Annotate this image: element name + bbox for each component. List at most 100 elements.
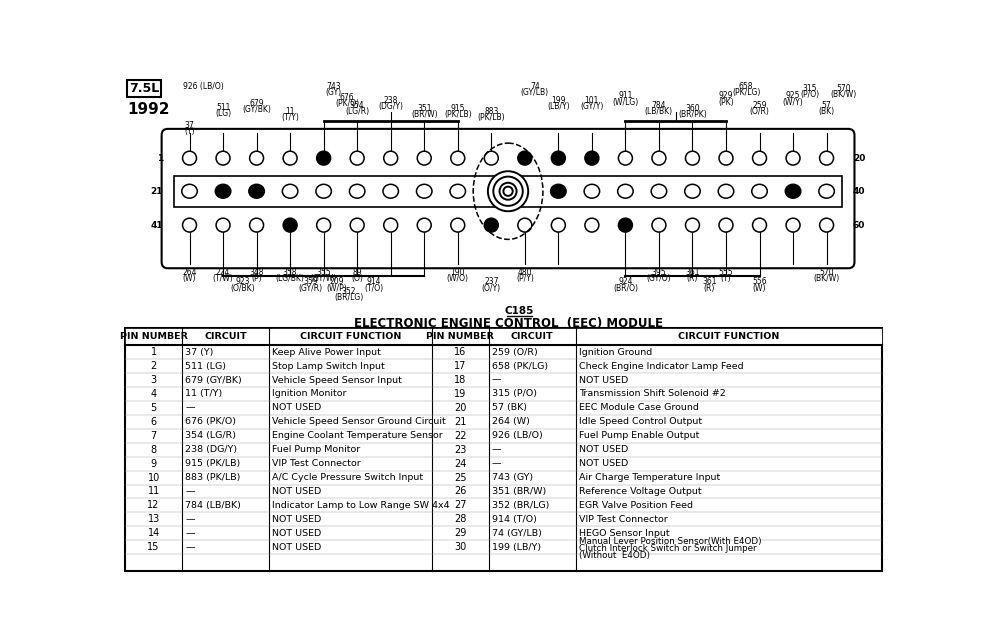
Text: 359: 359 [303, 278, 318, 287]
Circle shape [350, 151, 364, 165]
Text: 37: 37 [185, 120, 195, 129]
Text: 925: 925 [785, 91, 800, 100]
Text: (W): (W) [753, 283, 767, 292]
Text: NOT USED: NOT USED [272, 515, 321, 524]
Circle shape [451, 218, 465, 232]
Text: Check Engine Indicator Lamp Feed: Check Engine Indicator Lamp Feed [579, 362, 743, 371]
Text: —: — [185, 529, 195, 538]
Text: 7.5L: 7.5L [129, 82, 159, 95]
FancyBboxPatch shape [161, 129, 854, 269]
Text: (LB/BK): (LB/BK) [645, 107, 673, 116]
Text: Keep Alive Power Input: Keep Alive Power Input [272, 348, 381, 357]
Text: 395: 395 [652, 269, 666, 277]
Text: NOT USED: NOT USED [272, 487, 321, 496]
Text: 17: 17 [454, 361, 467, 371]
Ellipse shape [719, 184, 733, 198]
Text: 11: 11 [285, 107, 295, 116]
Circle shape [518, 151, 532, 165]
Circle shape [786, 218, 800, 232]
Circle shape [585, 218, 599, 232]
Circle shape [786, 151, 800, 165]
Ellipse shape [550, 184, 566, 198]
Circle shape [216, 218, 230, 232]
Text: 8: 8 [150, 445, 156, 455]
Text: 5: 5 [150, 403, 156, 413]
Text: CIRCUIT FUNCTION: CIRCUIT FUNCTION [300, 332, 401, 341]
Text: (Y): (Y) [184, 127, 195, 136]
Text: Ignition Ground: Ignition Ground [579, 348, 652, 357]
Circle shape [283, 218, 297, 232]
Text: 3: 3 [150, 375, 156, 385]
Text: A/C Cycle Pressure Switch Input: A/C Cycle Pressure Switch Input [272, 473, 424, 482]
Text: (PK): (PK) [719, 97, 733, 106]
Text: Fuel Pump Monitor: Fuel Pump Monitor [272, 445, 361, 454]
Text: 926 (LB/O): 926 (LB/O) [183, 82, 223, 91]
Text: 89: 89 [352, 269, 362, 277]
Circle shape [551, 151, 565, 165]
Text: 12: 12 [147, 500, 160, 511]
Text: (O/BK): (O/BK) [231, 283, 256, 292]
Text: (GY/LB): (GY/LB) [521, 88, 549, 97]
Text: —: — [492, 445, 501, 454]
Text: 9: 9 [150, 459, 156, 469]
Text: 6: 6 [150, 417, 156, 427]
Circle shape [618, 218, 632, 232]
Ellipse shape [584, 184, 600, 198]
Text: 883 (PK/LB): 883 (PK/LB) [185, 473, 241, 482]
Circle shape [493, 176, 523, 206]
Text: 679: 679 [250, 99, 263, 108]
Circle shape [618, 151, 632, 165]
Text: CIRCUIT FUNCTION: CIRCUIT FUNCTION [678, 332, 780, 341]
Text: (O): (O) [351, 274, 363, 283]
Circle shape [652, 218, 665, 232]
Text: (T/W): (T/W) [212, 274, 233, 283]
Text: 676 (PK/O): 676 (PK/O) [185, 417, 236, 426]
Text: Vehicle Speed Sensor Ground Circuit: Vehicle Speed Sensor Ground Circuit [272, 417, 446, 426]
Text: NOT USED: NOT USED [272, 543, 321, 552]
Text: (BR/LG): (BR/LG) [334, 293, 364, 302]
Text: NOT USED: NOT USED [579, 459, 628, 468]
Text: —: — [492, 459, 501, 468]
Circle shape [417, 151, 432, 165]
Text: (W/Y): (W/Y) [782, 97, 803, 106]
Text: —: — [492, 375, 501, 384]
Text: 41: 41 [150, 221, 163, 230]
Text: 7: 7 [150, 431, 156, 440]
Text: 264: 264 [182, 269, 197, 277]
Text: (P/O): (P/O) [800, 90, 820, 99]
Text: 555: 555 [719, 269, 733, 277]
Text: (LG/R): (LG/R) [345, 107, 370, 116]
Text: 40: 40 [853, 187, 865, 196]
Circle shape [719, 218, 733, 232]
Text: 2: 2 [150, 361, 156, 371]
Text: 348: 348 [250, 269, 263, 277]
Text: 37 (Y): 37 (Y) [185, 348, 213, 357]
Text: (T/Y): (T/Y) [281, 113, 299, 122]
Text: 556: 556 [752, 278, 767, 287]
Text: 743 (GY): 743 (GY) [492, 473, 533, 482]
Text: 1992: 1992 [128, 102, 170, 117]
Text: 354 (LG/R): 354 (LG/R) [185, 431, 236, 440]
Text: —: — [185, 543, 195, 552]
Text: 658 (PK/LG): 658 (PK/LG) [492, 362, 548, 371]
Text: NOT USED: NOT USED [272, 529, 321, 538]
Text: 351: 351 [417, 104, 432, 113]
Text: (BR/PK): (BR/PK) [678, 110, 707, 119]
Ellipse shape [249, 184, 264, 198]
Circle shape [417, 218, 432, 232]
Text: (GY/W): (GY/W) [311, 274, 337, 283]
Text: 209: 209 [330, 278, 344, 287]
Circle shape [820, 218, 834, 232]
Text: (W/O): (W/O) [446, 274, 469, 283]
Bar [127, 80, 161, 97]
Text: 190: 190 [450, 269, 465, 277]
Text: Clutch Interlock Switch or Switch Jumper: Clutch Interlock Switch or Switch Jumper [579, 544, 757, 553]
Text: 101: 101 [585, 96, 599, 105]
Text: EEC Module Case Ground: EEC Module Case Ground [579, 403, 699, 412]
Text: (GY/R): (GY/R) [298, 283, 322, 292]
Ellipse shape [417, 184, 432, 198]
Text: 21: 21 [150, 187, 163, 196]
Text: 743: 743 [326, 82, 341, 91]
Text: 20: 20 [454, 403, 467, 413]
Text: 915: 915 [450, 104, 465, 113]
